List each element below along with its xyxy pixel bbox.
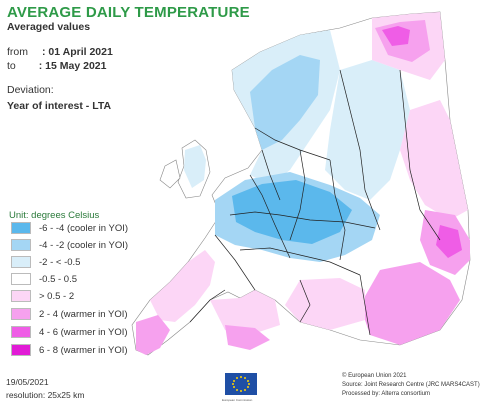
deviation-measure: Year of interest - LTA bbox=[7, 100, 112, 112]
legend-item: 2 - 4 (warmer in YOI) bbox=[11, 308, 128, 320]
map-subtitle: Averaged values bbox=[7, 21, 91, 33]
period-from-value: : 01 April 2021 bbox=[42, 46, 113, 58]
period-to-prefix: to bbox=[7, 60, 16, 72]
eu-flag-logo bbox=[225, 373, 257, 395]
credit-source: Source: Joint Research Centre (JRC MARS4… bbox=[342, 382, 480, 388]
legend-label: -6 - -4 (cooler in YOI) bbox=[39, 222, 129, 234]
eu-caption: European Commission bbox=[222, 398, 253, 402]
legend-label: -0.5 - 0.5 bbox=[39, 273, 78, 285]
resolution: resolution: 25x25 km bbox=[6, 390, 85, 400]
legend-swatch bbox=[11, 222, 31, 234]
credit-processed: Processed by: Alterra consortium bbox=[342, 391, 431, 397]
legend-unit: Unit: degrees Celsius bbox=[9, 210, 100, 221]
credit-copyright: © European Union 2021 bbox=[342, 373, 407, 379]
legend-item: -0.5 - 0.5 bbox=[11, 273, 77, 285]
legend-label: -4 - -2 (cooler in YOI) bbox=[39, 239, 129, 251]
legend-swatch bbox=[11, 308, 31, 320]
legend-swatch bbox=[11, 326, 31, 338]
legend-swatch bbox=[11, 344, 31, 356]
legend-item: 4 - 6 (warmer in YOI) bbox=[11, 326, 128, 338]
legend-label: -2 - < -0.5 bbox=[39, 256, 81, 268]
legend-item: -6 - -4 (cooler in YOI) bbox=[11, 222, 128, 234]
legend-item: > 0.5 - 2 bbox=[11, 290, 74, 302]
legend-label: 4 - 6 (warmer in YOI) bbox=[39, 326, 128, 338]
legend-label: 6 - 8 (warmer in YOI) bbox=[39, 344, 128, 356]
map-title: AVERAGE DAILY TEMPERATURE bbox=[7, 4, 250, 21]
period-from-prefix: from bbox=[7, 46, 28, 58]
country-borders bbox=[189, 69, 441, 336]
legend-swatch bbox=[11, 256, 31, 268]
legend-label: 2 - 4 (warmer in YOI) bbox=[39, 308, 128, 320]
legend-item: -4 - -2 (cooler in YOI) bbox=[11, 239, 128, 251]
legend-label: > 0.5 - 2 bbox=[39, 290, 75, 302]
period-to-value: : 15 May 2021 bbox=[38, 60, 107, 72]
period-from: from : 01 April 2021 bbox=[7, 46, 113, 58]
deviation-label: Deviation: bbox=[7, 84, 54, 96]
legend-swatch bbox=[11, 239, 31, 251]
issue-date: 19/05/2021 bbox=[6, 377, 49, 387]
legend-item: -2 - < -0.5 bbox=[11, 256, 80, 268]
period-to: to : 15 May 2021 bbox=[7, 60, 106, 72]
legend-item: 6 - 8 (warmer in YOI) bbox=[11, 344, 128, 356]
legend-swatch bbox=[11, 273, 31, 285]
legend-swatch bbox=[11, 290, 31, 302]
